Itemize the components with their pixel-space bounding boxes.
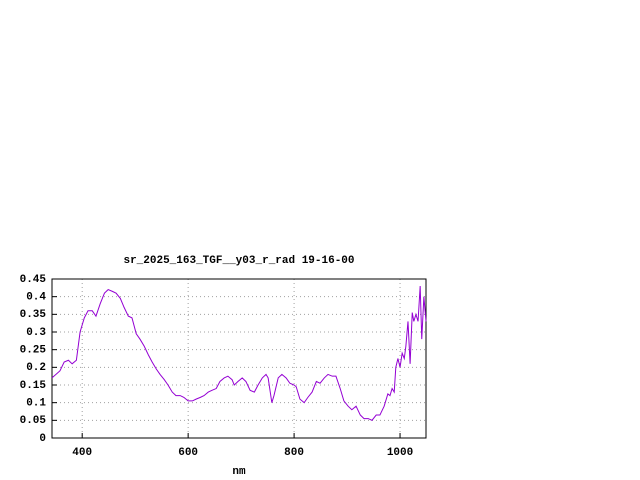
y-tick-label: 0.35 bbox=[20, 309, 47, 321]
plot-border bbox=[51, 278, 427, 439]
y-tick-label: 0.4 bbox=[26, 292, 46, 304]
y-tick-label: 0.05 bbox=[20, 415, 47, 427]
x-tick-label: 400 bbox=[72, 447, 92, 459]
y-tick-label: 0 bbox=[39, 433, 46, 445]
x-tick-label: 600 bbox=[178, 447, 198, 459]
y-tick-label: 0.45 bbox=[20, 274, 47, 286]
x-tick-label: 1000 bbox=[387, 447, 413, 459]
x-tick-label: 800 bbox=[284, 447, 304, 459]
data-line bbox=[51, 286, 427, 421]
y-tick-label: 0.2 bbox=[26, 362, 46, 374]
chart-title: sr_2025_163_TGF__y03_r_rad 19-16-00 bbox=[123, 255, 354, 267]
y-tick-label: 0.25 bbox=[20, 345, 47, 357]
y-tick-label: 0.15 bbox=[20, 380, 47, 392]
y-tick-label: 0.1 bbox=[26, 398, 46, 410]
x-axis-label: nm bbox=[232, 466, 246, 478]
y-tick-label: 0.3 bbox=[26, 327, 46, 339]
